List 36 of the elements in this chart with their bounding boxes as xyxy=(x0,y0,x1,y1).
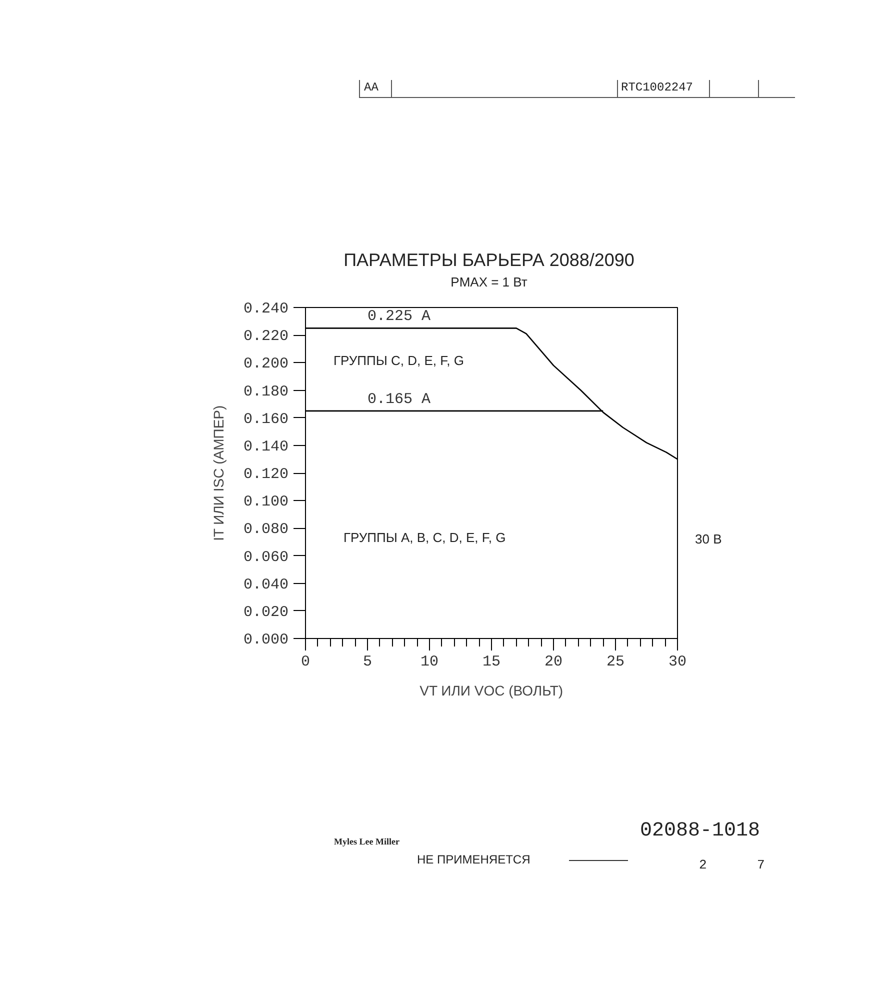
text: 30 В xyxy=(695,530,722,549)
y-tick-label: 0.220 xyxy=(243,328,289,346)
annotation: ГРУППЫ A, B, C, D, E, F, G xyxy=(344,530,506,545)
series-label: 0.225 A xyxy=(368,308,431,326)
y-axis-title: IT ИЛИ ISC (АМПЕР) xyxy=(210,405,226,541)
y-tick-label: 0.100 xyxy=(243,494,289,511)
y-tick-label: 0.120 xyxy=(243,466,289,483)
text: AA xyxy=(364,79,378,96)
x-tick-label: 20 xyxy=(544,654,563,670)
x-tick-label: 0 xyxy=(301,654,310,670)
y-tick-label: 0.240 xyxy=(243,300,289,318)
text: RTC1002247 xyxy=(621,79,694,96)
text: 02088-1018 xyxy=(640,818,760,845)
annotation: ГРУППЫ C, D, E, F, G xyxy=(334,353,464,368)
text: 7 xyxy=(757,856,765,875)
y-tick-label: 0.020 xyxy=(243,604,289,621)
text: Myles Lee Miller xyxy=(334,836,400,848)
y-tick-label: 0.140 xyxy=(243,438,289,456)
y-tick-label: 0.040 xyxy=(243,576,289,594)
y-tick-label: 0.160 xyxy=(243,410,289,428)
x-axis-title: VT ИЛИ VOC (ВОЛЬТ) xyxy=(420,682,564,698)
y-tick-label: 0.000 xyxy=(243,632,289,648)
x-tick-label: 25 xyxy=(606,654,625,670)
x-tick-label: 10 xyxy=(420,654,439,670)
series-label: 0.165 A xyxy=(368,390,431,408)
y-tick-label: 0.200 xyxy=(243,356,289,373)
y-tick-label: 0.060 xyxy=(243,548,289,566)
y-tick-label: 0.180 xyxy=(243,383,289,400)
y-tick-label: 0.080 xyxy=(243,521,289,538)
x-tick-label: 15 xyxy=(482,654,501,670)
text: НЕ ПРИМЕНЯЕТСЯ xyxy=(417,851,530,868)
text: 2 xyxy=(699,856,707,875)
x-tick-label: 5 xyxy=(363,654,372,670)
x-tick-label: 30 xyxy=(668,654,687,670)
chart-title: ПАРАМЕТРЫ БАРЬЕРА 2088/2090 xyxy=(344,249,634,272)
chart-subtitle: PMAX = 1 Вт xyxy=(450,274,528,292)
